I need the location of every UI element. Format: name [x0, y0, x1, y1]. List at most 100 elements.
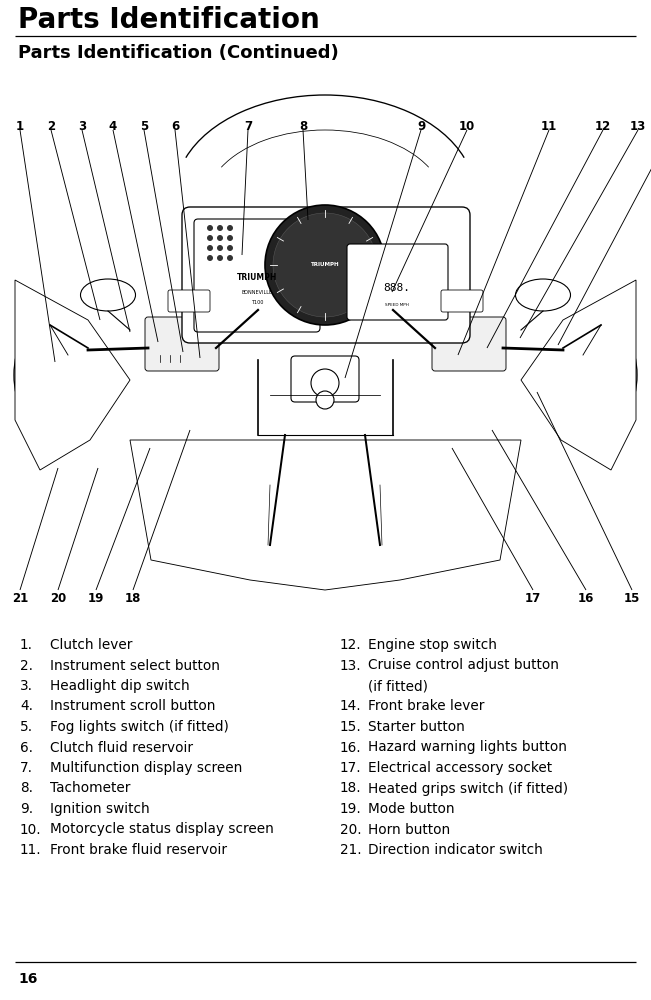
- Polygon shape: [15, 280, 130, 470]
- Text: 16.: 16.: [340, 740, 361, 754]
- Text: Clutch lever: Clutch lever: [50, 638, 132, 652]
- Text: 13.: 13.: [340, 658, 361, 672]
- Text: Heated grips switch (if fitted): Heated grips switch (if fitted): [368, 782, 568, 796]
- Circle shape: [207, 245, 213, 251]
- Circle shape: [217, 225, 223, 231]
- Circle shape: [265, 205, 385, 325]
- Circle shape: [311, 369, 339, 397]
- Text: 2: 2: [47, 120, 55, 133]
- Text: Cruise control adjust button: Cruise control adjust button: [368, 658, 559, 672]
- FancyBboxPatch shape: [145, 317, 219, 371]
- Text: 10: 10: [459, 120, 475, 133]
- Text: 4: 4: [109, 120, 117, 133]
- Text: Parts Identification (Continued): Parts Identification (Continued): [18, 44, 339, 62]
- Text: 20: 20: [50, 592, 66, 605]
- Ellipse shape: [516, 279, 570, 311]
- Text: (if fitted): (if fitted): [368, 679, 428, 693]
- Text: 9: 9: [417, 120, 425, 133]
- Text: 19.: 19.: [340, 802, 362, 816]
- Text: 3.: 3.: [20, 679, 33, 693]
- Text: 18: 18: [125, 592, 141, 605]
- Text: 1.: 1.: [20, 638, 33, 652]
- Text: Electrical accessory socket: Electrical accessory socket: [368, 761, 552, 775]
- Text: 18.: 18.: [340, 782, 361, 796]
- Text: 16: 16: [18, 972, 37, 986]
- Text: 19: 19: [88, 592, 104, 605]
- Text: 21.: 21.: [340, 843, 361, 857]
- Text: 12: 12: [595, 120, 611, 133]
- Circle shape: [227, 245, 233, 251]
- Circle shape: [217, 235, 223, 241]
- Text: 2.: 2.: [20, 658, 33, 672]
- FancyBboxPatch shape: [291, 356, 359, 402]
- Circle shape: [273, 213, 377, 317]
- Circle shape: [207, 225, 213, 231]
- Text: 9.: 9.: [20, 802, 33, 816]
- Circle shape: [227, 225, 233, 231]
- Circle shape: [207, 235, 213, 241]
- Text: 4.: 4.: [20, 700, 33, 714]
- Text: T100: T100: [251, 300, 263, 306]
- Text: 15.: 15.: [340, 720, 362, 734]
- Ellipse shape: [575, 322, 637, 428]
- Text: 10.: 10.: [20, 822, 42, 836]
- Text: Clutch fluid reservoir: Clutch fluid reservoir: [50, 740, 193, 754]
- Text: 6.: 6.: [20, 740, 33, 754]
- Text: 6: 6: [171, 120, 179, 133]
- Text: Multifunction display screen: Multifunction display screen: [50, 761, 242, 775]
- FancyBboxPatch shape: [168, 290, 210, 312]
- Text: Headlight dip switch: Headlight dip switch: [50, 679, 189, 693]
- FancyBboxPatch shape: [432, 317, 506, 371]
- Text: 11.: 11.: [20, 843, 42, 857]
- Text: Starter button: Starter button: [368, 720, 465, 734]
- Text: 7.: 7.: [20, 761, 33, 775]
- Text: 12.: 12.: [340, 638, 361, 652]
- Ellipse shape: [14, 322, 76, 428]
- Text: Hazard warning lights button: Hazard warning lights button: [368, 740, 567, 754]
- Polygon shape: [521, 280, 636, 470]
- FancyBboxPatch shape: [347, 244, 448, 320]
- Text: 11: 11: [541, 120, 557, 133]
- Text: SPEED MPH: SPEED MPH: [385, 303, 409, 307]
- Text: BONNEVILLE: BONNEVILLE: [242, 290, 273, 294]
- Text: Motorcycle status display screen: Motorcycle status display screen: [50, 822, 274, 836]
- Text: 16: 16: [578, 592, 594, 605]
- Text: Mode button: Mode button: [368, 802, 454, 816]
- Text: Instrument select button: Instrument select button: [50, 658, 220, 672]
- Text: Parts Identification: Parts Identification: [18, 6, 320, 34]
- Circle shape: [217, 255, 223, 261]
- Text: TRIUMPH: TRIUMPH: [237, 273, 277, 282]
- Ellipse shape: [81, 279, 135, 311]
- Circle shape: [316, 391, 334, 409]
- Text: Horn button: Horn button: [368, 822, 450, 836]
- Text: Engine stop switch: Engine stop switch: [368, 638, 497, 652]
- Text: Front brake lever: Front brake lever: [368, 700, 484, 714]
- FancyBboxPatch shape: [441, 290, 483, 312]
- Text: 7: 7: [244, 120, 252, 133]
- Text: 17.: 17.: [340, 761, 361, 775]
- Text: Direction indicator switch: Direction indicator switch: [368, 843, 543, 857]
- FancyBboxPatch shape: [194, 219, 320, 332]
- Text: 5: 5: [140, 120, 148, 133]
- FancyBboxPatch shape: [182, 207, 470, 343]
- Text: 8.: 8.: [20, 782, 33, 796]
- Text: Front brake fluid reservoir: Front brake fluid reservoir: [50, 843, 227, 857]
- Circle shape: [227, 235, 233, 241]
- Circle shape: [217, 245, 223, 251]
- Circle shape: [207, 255, 213, 261]
- Text: 21: 21: [12, 592, 28, 605]
- Text: 20.: 20.: [340, 822, 361, 836]
- Text: 17: 17: [525, 592, 541, 605]
- Circle shape: [227, 255, 233, 261]
- Bar: [10, 95, 641, 607]
- Text: 15: 15: [624, 592, 640, 605]
- Text: 8: 8: [299, 120, 307, 133]
- Text: TRIUMPH: TRIUMPH: [311, 262, 339, 267]
- Text: 14.: 14.: [340, 700, 361, 714]
- Text: 13: 13: [630, 120, 646, 133]
- Ellipse shape: [260, 508, 390, 582]
- Text: 3: 3: [78, 120, 86, 133]
- Text: Ignition switch: Ignition switch: [50, 802, 150, 816]
- Text: Instrument scroll button: Instrument scroll button: [50, 700, 215, 714]
- Text: Fog lights switch (if fitted): Fog lights switch (if fitted): [50, 720, 229, 734]
